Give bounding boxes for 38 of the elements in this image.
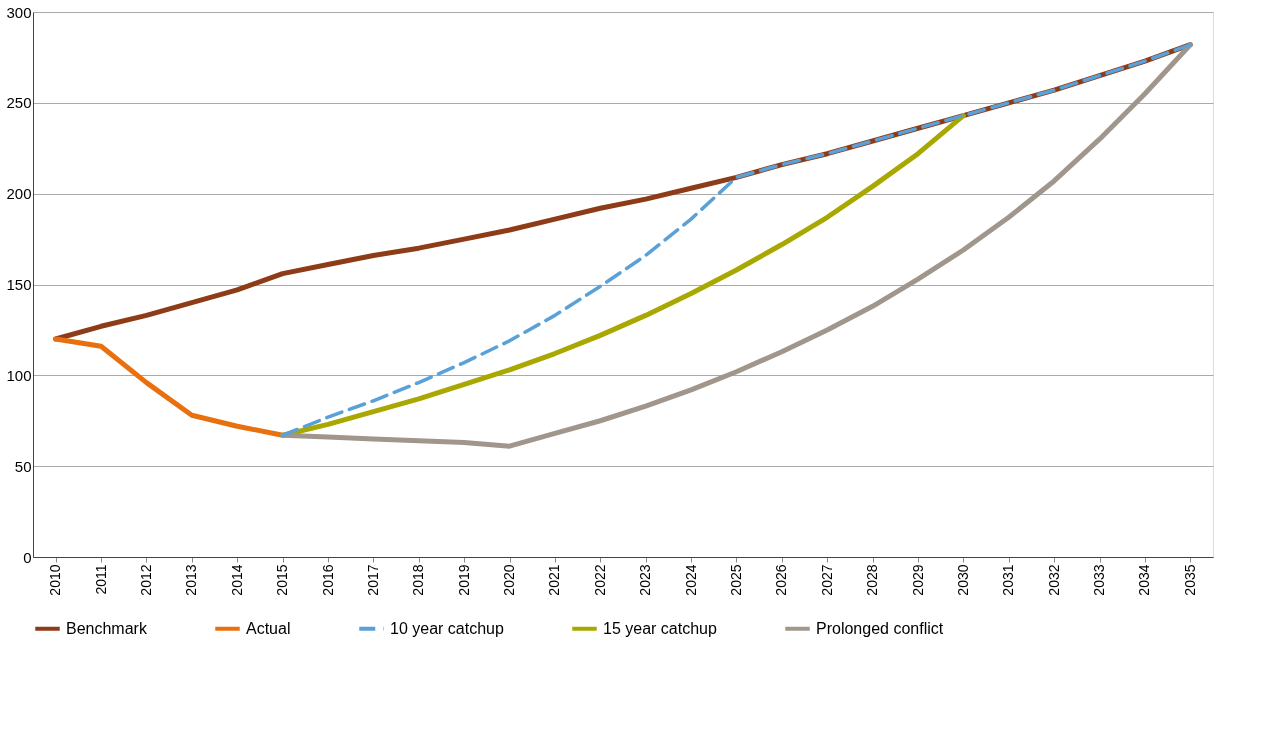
x-tick-label: 2029 bbox=[909, 564, 926, 596]
x-tick-label: 2028 bbox=[864, 564, 881, 596]
legend-label: 10 year catchup bbox=[390, 619, 504, 637]
x-tick-label: 2021 bbox=[546, 564, 563, 596]
x-tick-label: 2019 bbox=[455, 564, 472, 596]
y-tick-label: 0 bbox=[23, 548, 32, 566]
x-tick-label: 2023 bbox=[637, 564, 654, 596]
x-tick-label: 2018 bbox=[410, 564, 427, 596]
legend-label: Actual bbox=[246, 619, 291, 637]
x-tick-label: 2011 bbox=[92, 564, 109, 595]
y-tick-label: 250 bbox=[6, 94, 32, 112]
x-tick-label: 2034 bbox=[1136, 564, 1153, 596]
x-tick-label: 2015 bbox=[274, 564, 291, 596]
x-tick-label: 2016 bbox=[319, 564, 336, 596]
x-tick-label: 2013 bbox=[183, 564, 200, 596]
x-tick-label: 2030 bbox=[954, 564, 971, 596]
legend-label: 15 year catchup bbox=[603, 619, 717, 637]
x-tick-label: 2026 bbox=[773, 564, 790, 596]
y-tick-label: 200 bbox=[6, 185, 32, 203]
x-tick-label: 2020 bbox=[501, 564, 518, 596]
x-tick-label: 2022 bbox=[591, 564, 608, 596]
y-tick-label: 100 bbox=[6, 366, 32, 384]
x-tick-label: 2033 bbox=[1091, 564, 1108, 596]
legend-label: Benchmark bbox=[66, 619, 148, 637]
y-tick-label: 150 bbox=[6, 276, 32, 293]
x-tick-label: 2025 bbox=[727, 564, 744, 596]
x-tick-label: 2017 bbox=[364, 564, 381, 596]
y-tick-label: 300 bbox=[6, 3, 32, 21]
x-tick-label: 2031 bbox=[1000, 564, 1017, 596]
x-tick-label: 2035 bbox=[1181, 564, 1198, 596]
x-tick-label: 2024 bbox=[682, 564, 699, 596]
y-tick-label: 50 bbox=[14, 457, 32, 475]
legend-label: Prolonged conflict bbox=[816, 619, 944, 637]
x-tick-label: 2027 bbox=[818, 564, 835, 596]
x-tick-label: 2012 bbox=[137, 564, 154, 596]
x-tick-label: 2010 bbox=[47, 564, 64, 596]
x-tick-label: 2014 bbox=[228, 564, 245, 596]
x-tick-label: 2032 bbox=[1045, 564, 1062, 596]
